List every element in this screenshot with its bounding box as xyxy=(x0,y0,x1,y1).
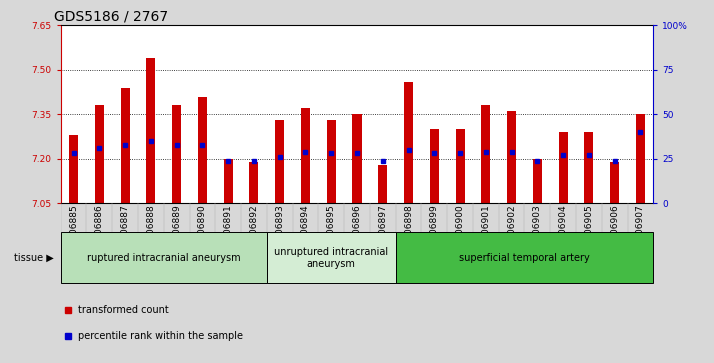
Bar xyxy=(172,105,181,203)
Text: GSM1306895: GSM1306895 xyxy=(327,205,336,265)
Text: GSM1306899: GSM1306899 xyxy=(430,205,439,265)
Bar xyxy=(327,120,336,203)
Text: GSM1306898: GSM1306898 xyxy=(404,205,413,265)
Bar xyxy=(61,232,267,283)
Bar xyxy=(456,129,465,203)
Text: GSM1306896: GSM1306896 xyxy=(353,205,361,265)
Text: GSM1306885: GSM1306885 xyxy=(69,205,78,265)
Bar xyxy=(198,97,207,203)
Text: GSM1306900: GSM1306900 xyxy=(456,205,465,265)
Bar xyxy=(558,132,568,203)
Text: GSM1306897: GSM1306897 xyxy=(378,205,387,265)
Bar xyxy=(430,129,439,203)
Text: GSM1306902: GSM1306902 xyxy=(507,205,516,265)
Bar xyxy=(249,162,258,203)
Text: GSM1306890: GSM1306890 xyxy=(198,205,207,265)
Text: GSM1306903: GSM1306903 xyxy=(533,205,542,265)
Bar xyxy=(404,82,413,203)
Text: GSM1306901: GSM1306901 xyxy=(481,205,491,265)
Bar xyxy=(69,135,78,203)
Text: GSM1306905: GSM1306905 xyxy=(584,205,593,265)
Text: GSM1306893: GSM1306893 xyxy=(275,205,284,265)
Text: GSM1306892: GSM1306892 xyxy=(249,205,258,265)
Bar xyxy=(223,159,233,203)
Text: ruptured intracranial aneurysm: ruptured intracranial aneurysm xyxy=(87,253,241,263)
Bar xyxy=(146,58,156,203)
Text: GSM1306904: GSM1306904 xyxy=(558,205,568,265)
Text: GDS5186 / 2767: GDS5186 / 2767 xyxy=(54,9,168,24)
Text: GSM1306894: GSM1306894 xyxy=(301,205,310,265)
Text: percentile rank within the sample: percentile rank within the sample xyxy=(79,331,243,341)
Text: GSM1306888: GSM1306888 xyxy=(146,205,156,265)
Text: superficial temporal artery: superficial temporal artery xyxy=(459,253,590,263)
Text: transformed count: transformed count xyxy=(79,305,169,315)
Text: GSM1306906: GSM1306906 xyxy=(610,205,619,265)
Bar xyxy=(353,114,361,203)
Bar xyxy=(378,165,387,203)
Bar xyxy=(267,232,396,283)
Text: GSM1306889: GSM1306889 xyxy=(172,205,181,265)
Text: GSM1306887: GSM1306887 xyxy=(121,205,130,265)
Bar xyxy=(396,232,653,283)
Bar xyxy=(533,159,542,203)
Text: GSM1306891: GSM1306891 xyxy=(223,205,233,265)
Text: GSM1306886: GSM1306886 xyxy=(95,205,104,265)
Bar xyxy=(95,105,104,203)
Bar xyxy=(301,109,310,203)
Bar xyxy=(275,120,284,203)
Text: unruptured intracranial
aneurysm: unruptured intracranial aneurysm xyxy=(274,247,388,269)
Text: GSM1306907: GSM1306907 xyxy=(636,205,645,265)
Bar xyxy=(610,162,619,203)
Bar xyxy=(121,87,130,203)
Bar xyxy=(507,111,516,203)
Bar xyxy=(584,132,593,203)
Bar xyxy=(636,114,645,203)
Text: tissue ▶: tissue ▶ xyxy=(14,253,54,263)
Bar xyxy=(481,105,491,203)
